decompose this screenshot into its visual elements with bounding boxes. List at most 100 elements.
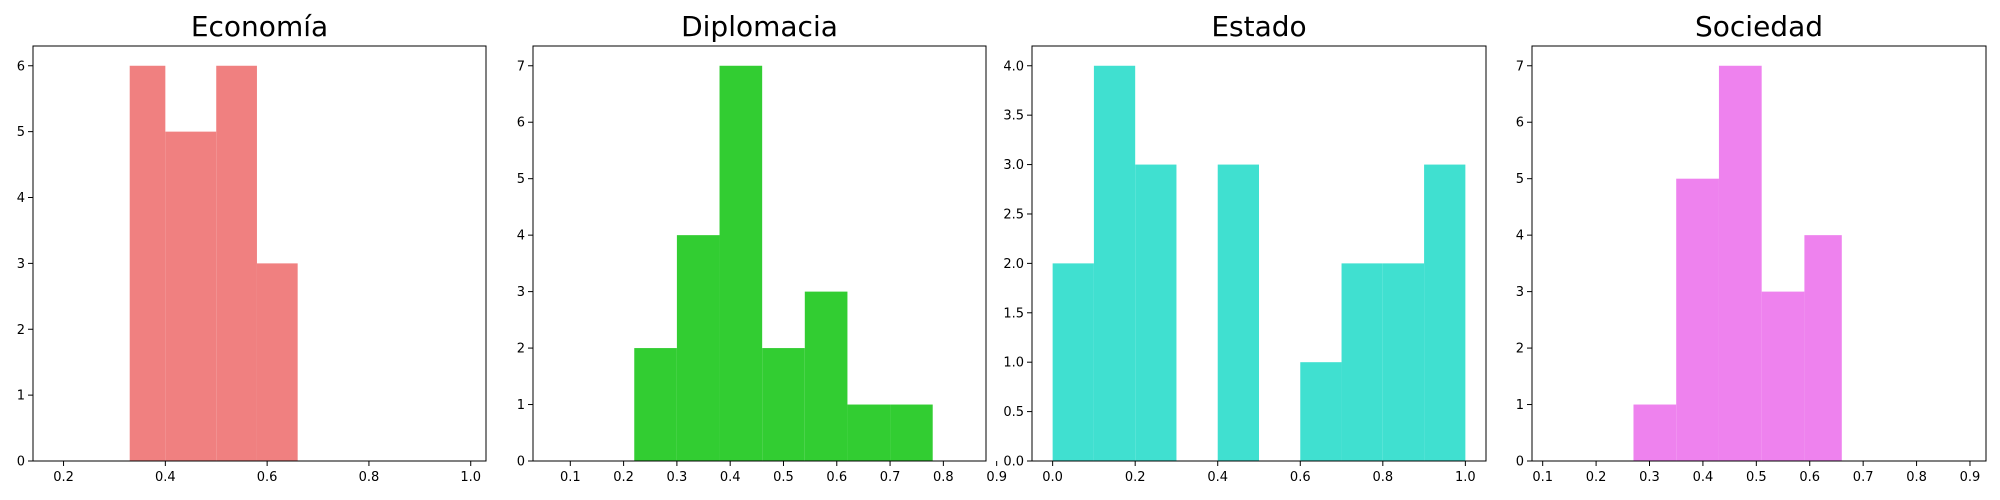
panel-economia: Economía 0.2 0.4 0.6 0.8 1.0 0 1 2 3 4 5 6: [17, 10, 487, 485]
y-axis: 0 1 2 3 4 5 6 7: [1516, 59, 1532, 470]
y-tick-label: 2: [1516, 342, 1524, 357]
x-tick-label: 0.8: [1372, 470, 1393, 485]
panel-title: Diplomacia: [681, 10, 838, 43]
x-tick-label: 1.0: [460, 470, 481, 485]
panel-estado: Estado 0.0 0.2 0.4 0.6 0.8 1.0 0.0 0.5 1.0 1.5 2.0…: [1003, 10, 1487, 485]
histogram-bar: [1135, 164, 1177, 462]
x-axis: 0.2 0.4 0.6 0.8 1.0: [53, 461, 481, 485]
y-axis: 0 1 2 3 4 5 6 7: [517, 59, 533, 470]
histogram-bar: [1676, 178, 1719, 461]
histogram-bar: [165, 131, 217, 461]
histogram-bar: [1093, 65, 1136, 461]
y-tick-label: 1: [17, 389, 25, 404]
x-tick-label: 0.7: [1853, 470, 1874, 485]
y-tick-label: 0: [1516, 455, 1524, 470]
y-tick-label: 4: [517, 229, 525, 244]
y-tick-label: 7: [517, 59, 525, 74]
x-tick-label: 0.4: [720, 470, 741, 485]
histogram-bar: [1217, 164, 1259, 462]
histogram-bars: [129, 65, 298, 461]
y-tick-label: 2.0: [1003, 257, 1024, 272]
axes-frame: [1531, 45, 1987, 462]
y-tick-label: 3.0: [1003, 158, 1024, 173]
x-tick-label: 0.6: [1290, 470, 1311, 485]
x-axis: 0.1 0.2 0.3 0.4 0.5 0.6 0.7 0.8 0.9: [560, 461, 1007, 485]
x-tick-label: 0.2: [613, 470, 634, 485]
y-tick-label: 0.5: [1003, 405, 1024, 420]
x-tick-label: 0.3: [1639, 470, 1660, 485]
y-tick-label: 3: [1516, 285, 1524, 300]
axes-frame: [1031, 45, 1487, 462]
x-tick-label: 0.9: [1960, 470, 1981, 485]
x-tick-label: 1.0: [1455, 470, 1476, 485]
y-tick-label: 1: [1516, 398, 1524, 413]
y-tick-label: 7: [1516, 59, 1524, 74]
panel-title: Estado: [1211, 10, 1306, 43]
histogram-bar: [129, 65, 166, 461]
y-tick-label: 6: [517, 116, 525, 131]
x-axis: 0.0 0.2 0.4 0.6 0.8 1.0: [1042, 461, 1476, 485]
x-tick-label: 0.1: [560, 470, 581, 485]
y-tick-label: 6: [17, 59, 25, 74]
x-tick-label: 0.4: [1693, 470, 1714, 485]
y-axis: 0 1 2 3 4 5 6: [17, 59, 33, 470]
x-tick-label: 0.7: [880, 470, 901, 485]
histogram-bar: [1300, 362, 1342, 461]
y-tick-label: 0: [17, 455, 25, 470]
y-tick-label: 3: [17, 257, 25, 272]
y-axis: 0.0 0.5 1.0 1.5 2.0 2.5 3.0 3.5 4.0: [1003, 59, 1032, 470]
x-tick-label: 0.5: [773, 470, 794, 485]
y-tick-label: 1.5: [1003, 306, 1024, 321]
y-tick-label: 5: [17, 125, 25, 140]
histogram-bar: [1804, 235, 1842, 461]
axes-frame: [532, 45, 987, 462]
histogram-bar: [634, 348, 677, 461]
histogram-bar: [1761, 291, 1805, 461]
x-tick-label: 0.2: [1125, 470, 1146, 485]
x-tick-label: 0.8: [359, 470, 380, 485]
histogram-bar: [762, 348, 805, 461]
y-tick-label: 1: [517, 398, 525, 413]
histogram-bar: [1341, 263, 1383, 461]
histogram-bar: [1424, 164, 1466, 462]
x-tick-label: 0.6: [826, 470, 847, 485]
y-tick-label: 5: [517, 172, 525, 187]
y-tick-label: 5: [1516, 172, 1524, 187]
y-tick-label: 2: [17, 323, 25, 338]
panel-sociedad: Sociedad 0.1 0.2 0.3 0.4 0.5 0.6 0.7 0.8 0.9 0 1 2 3…: [1516, 10, 1987, 485]
histogram-bar: [890, 404, 933, 461]
y-tick-label: 4: [17, 191, 25, 206]
histogram-bars: [634, 65, 933, 461]
histogram-bar: [1382, 263, 1425, 461]
panel-diplomacia: Diplomacia 0.1 0.2 0.3 0.4 0.5 0.6 0.7 0.8 0.9 0 1…: [517, 10, 1007, 485]
y-tick-label: 3.5: [1003, 109, 1024, 124]
histogram-bar: [1052, 263, 1094, 461]
histogram-bar: [1718, 65, 1762, 461]
histogram-bar: [256, 263, 298, 461]
axes-frame: [32, 45, 487, 462]
x-tick-label: 0.2: [53, 470, 74, 485]
x-tick-label: 0.8: [933, 470, 954, 485]
x-axis: 0.1 0.2 0.3 0.4 0.5 0.6 0.7 0.8 0.9: [1532, 461, 1980, 485]
x-tick-label: 0.6: [257, 470, 278, 485]
histogram-bar: [1633, 404, 1677, 461]
y-tick-label: 2: [517, 342, 525, 357]
x-tick-label: 0.1: [1532, 470, 1553, 485]
x-tick-label: 0.4: [155, 470, 176, 485]
histogram-bar: [719, 65, 763, 461]
x-tick-label: 0.2: [1586, 470, 1607, 485]
y-tick-label: 1.0: [1003, 356, 1024, 371]
histogram-bar: [804, 291, 848, 461]
histogram-bar: [676, 235, 720, 461]
y-tick-label: 0: [517, 455, 525, 470]
y-tick-label: 4.0: [1003, 59, 1024, 74]
x-tick-label: 0.9: [986, 470, 1007, 485]
x-tick-label: 0.6: [1799, 470, 1820, 485]
y-tick-label: 6: [1516, 116, 1524, 131]
panel-title: Economía: [191, 10, 328, 43]
histogram-bar: [216, 65, 257, 461]
x-tick-label: 0.0: [1042, 470, 1063, 485]
histogram-bars: [1633, 65, 1842, 461]
y-tick-label: 4: [1516, 229, 1524, 244]
